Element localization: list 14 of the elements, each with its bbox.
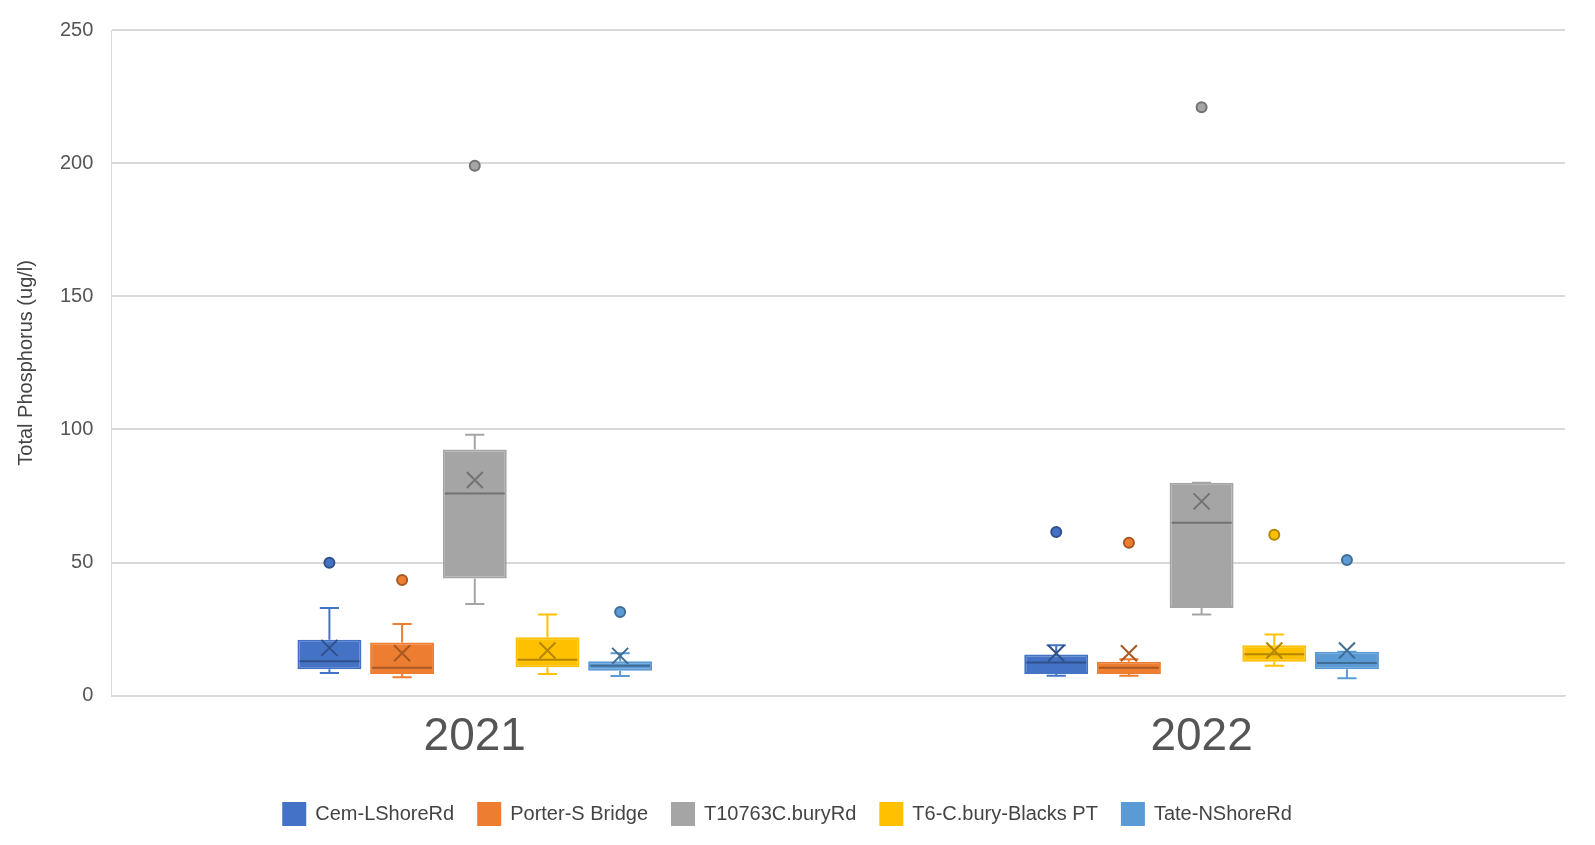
legend-label: T10763C.buryRd — [704, 801, 857, 824]
y-tick-label: 100 — [59, 417, 94, 439]
y-axis-title: Total Phosphorus (ug/l) — [13, 260, 36, 466]
legend-label: Cem-LShoreRd — [315, 801, 455, 824]
legend-label: Porter-S Bridge — [510, 801, 649, 824]
x-tick-label: 2021 — [423, 708, 526, 761]
legend-label: T6-C.bury-Blacks PT — [912, 801, 1098, 824]
x-tick-label: 2022 — [1150, 708, 1253, 761]
y-tick-label: 50 — [71, 550, 94, 573]
y-tick-label: 150 — [59, 283, 94, 306]
y-tick-label: 200 — [59, 150, 94, 173]
y-tick-label: 0 — [82, 683, 94, 706]
y-tick-label: 250 — [59, 17, 94, 40]
legend-label: Tate-NShoreRd — [1153, 801, 1292, 824]
